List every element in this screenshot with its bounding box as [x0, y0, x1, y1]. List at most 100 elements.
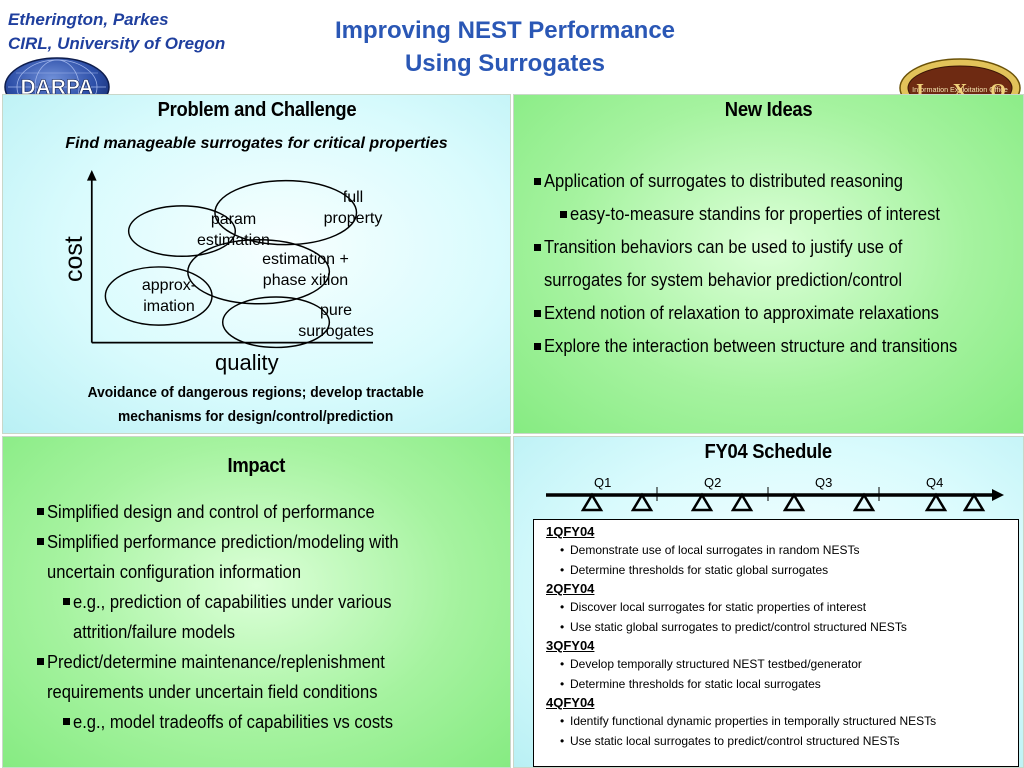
new-ideas-title: New Ideas	[724, 99, 813, 121]
bullet-square-icon	[534, 343, 541, 350]
new-ideas-item: Transition behaviors can be used to just…	[534, 231, 1023, 264]
milestone-triangle-icon	[730, 492, 754, 512]
quarter-label-q2: Q2	[704, 475, 722, 490]
y-axis-arrowhead	[86, 169, 97, 181]
impact-continuation: uncertain configuration information	[47, 562, 302, 582]
new-ideas-item: Application of surrogates to distributed…	[534, 165, 1023, 198]
ellipse-pure-surrogates	[221, 296, 331, 349]
new-ideas-panel: New Ideas Application of surrogates to d…	[513, 94, 1024, 434]
label-estimation-phase-xition: estimation + phase xition	[243, 249, 368, 291]
schedule-item: Use static local surrogates to predict/c…	[546, 732, 1018, 752]
schedule-timeline	[546, 487, 1004, 512]
quarter-label-q4: Q4	[926, 475, 944, 490]
label-full-property: full property	[308, 187, 398, 229]
problem-footer: Avoidance of dangerous regions; develop …	[23, 381, 488, 429]
ellipse-param-estimation	[127, 205, 237, 257]
cost-quality-diagram	[86, 169, 373, 349]
label-phase-xition: phase xition	[262, 272, 349, 289]
new-ideas-item: Extend notion of relaxation to approxima…	[534, 297, 1023, 330]
new-ideas-continuation: surrogates for system behavior predictio…	[544, 270, 903, 290]
new-ideas-list: Application of surrogates to distributed…	[534, 165, 1023, 363]
problem-footer-line-2: mechanisms for design/control/prediction	[117, 408, 394, 425]
milestone-triangle-icon	[630, 492, 654, 512]
bullet-square-icon	[37, 538, 44, 545]
schedule-group-heading: 3QFY04	[546, 638, 595, 653]
ellipse-full-property	[214, 179, 358, 246]
schedule-group-2: 2QFY04 Discover local surrogates for sta…	[546, 580, 1018, 637]
ellipse-approximation	[104, 266, 213, 326]
milestone-triangle-icon	[962, 492, 986, 512]
bullet-square-icon	[534, 310, 541, 317]
impact-subitem: e.g., model tradeoffs of capabilities vs…	[37, 707, 497, 737]
bullet-square-icon	[560, 211, 567, 218]
label-approx: approx-	[141, 277, 197, 294]
impact-item: Predict/determine maintenance/replenishm…	[37, 647, 497, 677]
impact-panel: Impact Simplified design and control of …	[2, 436, 511, 768]
label-estimation: estimation	[197, 232, 270, 249]
bullet-square-icon	[37, 658, 44, 665]
schedule-details-box: 1QFY04 Demonstrate use of local surrogat…	[533, 519, 1019, 767]
slide-title-line-1: Improving NEST Performance	[334, 17, 676, 44]
schedule-group-3: 3QFY04 Develop temporally structured NES…	[546, 637, 1018, 694]
new-ideas-item: Explore the interaction between structur…	[534, 330, 1023, 363]
schedule-title: FY04 Schedule	[704, 441, 833, 463]
milestone-markers	[580, 492, 986, 512]
schedule-group-heading: 4QFY04	[546, 695, 595, 710]
schedule-group-1: 1QFY04 Demonstrate use of local surrogat…	[546, 523, 1018, 580]
label-full: full	[342, 189, 364, 206]
label-imation: imation	[143, 298, 195, 315]
schedule-group-4: 4QFY04 Identify functional dynamic prope…	[546, 694, 1018, 751]
schedule-item: Determine thresholds for static global s…	[546, 561, 1018, 581]
impact-title: Impact	[227, 455, 286, 477]
schedule-panel: FY04 Schedule Q1 Q2 Q3 Q4 1QFY04 Demonst…	[513, 436, 1024, 768]
label-property: property	[323, 210, 383, 227]
label-estimation-plus: estimation +	[262, 251, 349, 268]
bullet-square-icon	[63, 718, 70, 725]
milestone-triangle-icon	[924, 492, 948, 512]
x-axis-label: quality	[215, 350, 279, 375]
milestone-triangle-icon	[580, 492, 604, 512]
milestone-triangle-icon	[690, 492, 714, 512]
schedule-item: Identify functional dynamic properties i…	[546, 712, 1018, 732]
milestone-triangle-icon	[852, 492, 876, 512]
bullet-square-icon	[534, 178, 541, 185]
milestone-triangle-icon	[782, 492, 806, 512]
y-axis-label: cost	[60, 236, 88, 282]
authors-affiliation: CIRL, University of Oregon	[8, 34, 226, 53]
schedule-group-heading: 1QFY04	[546, 524, 595, 539]
slide-title: Improving NEST Performance Using Surroga…	[240, 14, 770, 80]
schedule-item: Use static global surrogates to predict/…	[546, 618, 1018, 638]
impact-item: Simplified design and control of perform…	[37, 497, 497, 527]
label-pure: pure	[319, 302, 353, 319]
label-param-estimation: param estimation	[186, 209, 281, 251]
problem-subtitle: Find manageable surrogates for critical …	[65, 135, 448, 152]
ixo-letter-i: I	[916, 80, 924, 102]
impact-subitem: e.g., prediction of capabilities under v…	[37, 587, 497, 617]
schedule-item: Discover local surrogates for static pro…	[546, 598, 1018, 618]
problem-footer-line-1: Avoidance of dangerous regions; develop …	[87, 384, 424, 401]
schedule-group-heading: 2QFY04	[546, 581, 595, 596]
impact-list: Simplified design and control of perform…	[37, 497, 497, 737]
label-param: param	[210, 211, 257, 228]
schedule-item: Develop temporally structured NEST testb…	[546, 655, 1018, 675]
quarter-label-q1: Q1	[594, 475, 612, 490]
new-ideas-subitem: easy-to-measure standins for properties …	[534, 198, 1023, 231]
quarter-label-q3: Q3	[815, 475, 833, 490]
authors: Etherington, Parkes CIRL, University of …	[8, 8, 225, 56]
label-surrogates: surrogates	[298, 323, 374, 340]
problem-challenge-panel: Problem and Challenge Find manageable su…	[2, 94, 511, 434]
bullet-square-icon	[534, 244, 541, 251]
impact-continuation: attrition/failure models	[73, 622, 236, 642]
timeline-arrowhead	[992, 489, 1004, 501]
bullet-square-icon	[37, 508, 44, 515]
schedule-item: Demonstrate use of local surrogates in r…	[546, 541, 1018, 561]
problem-title: Problem and Challenge	[157, 99, 356, 121]
bullet-square-icon	[63, 598, 70, 605]
schedule-item: Determine thresholds for static local su…	[546, 675, 1018, 695]
ixo-logo-text: Information Exploitation Office	[912, 85, 1008, 94]
impact-continuation: requirements under uncertain field condi…	[47, 682, 378, 702]
slide-title-line-2: Using Surrogates	[404, 50, 606, 77]
impact-item: Simplified performance prediction/modeli…	[37, 527, 497, 557]
label-approximation: approx- imation	[123, 275, 215, 317]
darpa-logo-text: DARPA	[20, 76, 93, 99]
